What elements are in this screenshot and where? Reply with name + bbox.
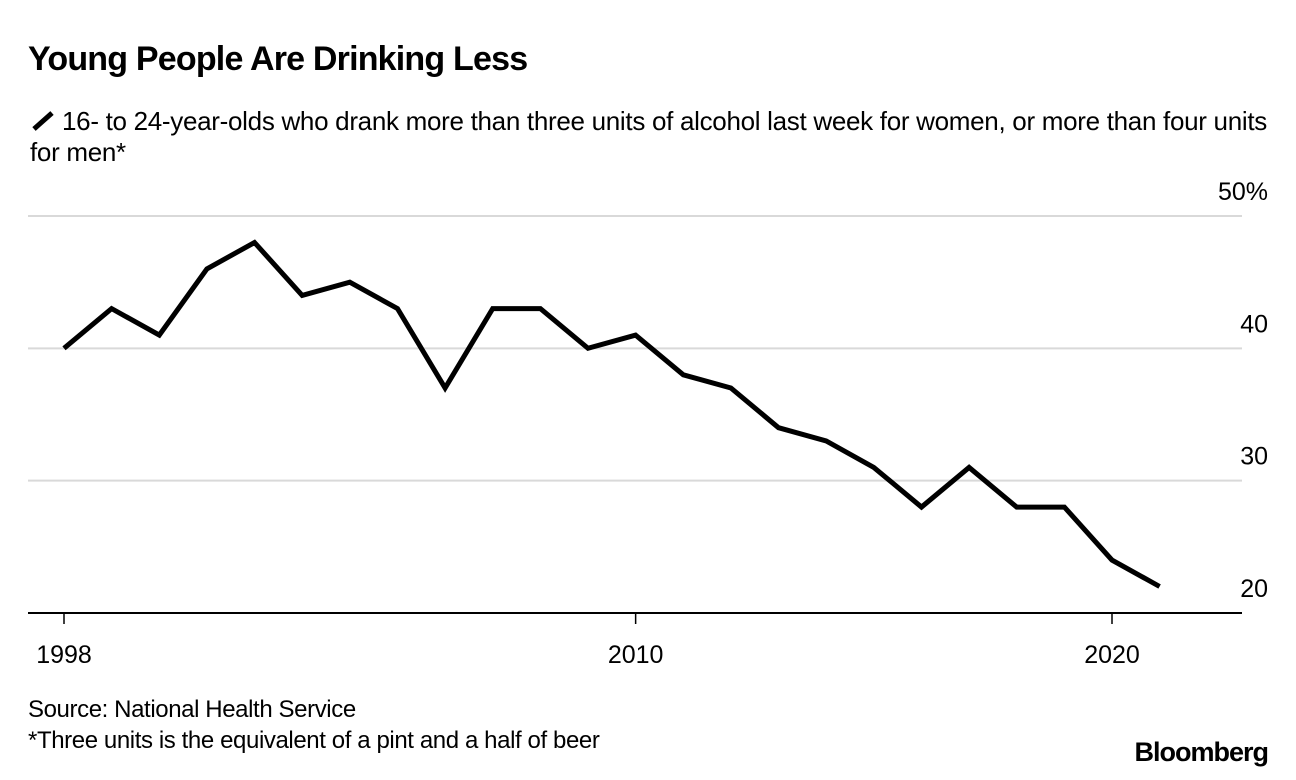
series [62,239,1161,589]
y-tick-label-40: 40 [1240,310,1268,338]
y-tick-label-30: 30 [1240,443,1268,471]
x-axis [28,612,1242,624]
line-legend-icon [32,111,54,131]
x-axis-labels: 1998 2010 2020 [36,641,1140,669]
source-note: Source: National Health Service [28,696,356,723]
subtitle-text: 16- to 24-year-olds who drank more than … [30,106,1267,167]
bloomberg-logo: Bloomberg [1134,737,1269,767]
footnote: *Three units is the equivalent of a pint… [28,727,600,754]
y-axis-labels: 20 30 40 50% [1218,178,1268,603]
y-tick-label-20: 20 [1240,575,1268,603]
x-tick-label-2020: 2020 [1084,641,1140,669]
gridlines [28,215,1242,482]
x-tick-label-2010: 2010 [608,641,664,669]
y-tick-label-50: 50% [1218,178,1268,206]
chart-subtitle: 16- to 24-year-olds who drank more than … [30,106,1280,168]
series-line-0 [62,239,1161,589]
x-tick-label-1998: 1998 [36,641,92,669]
chart-title: Young People Are Drinking Less [28,40,528,78]
